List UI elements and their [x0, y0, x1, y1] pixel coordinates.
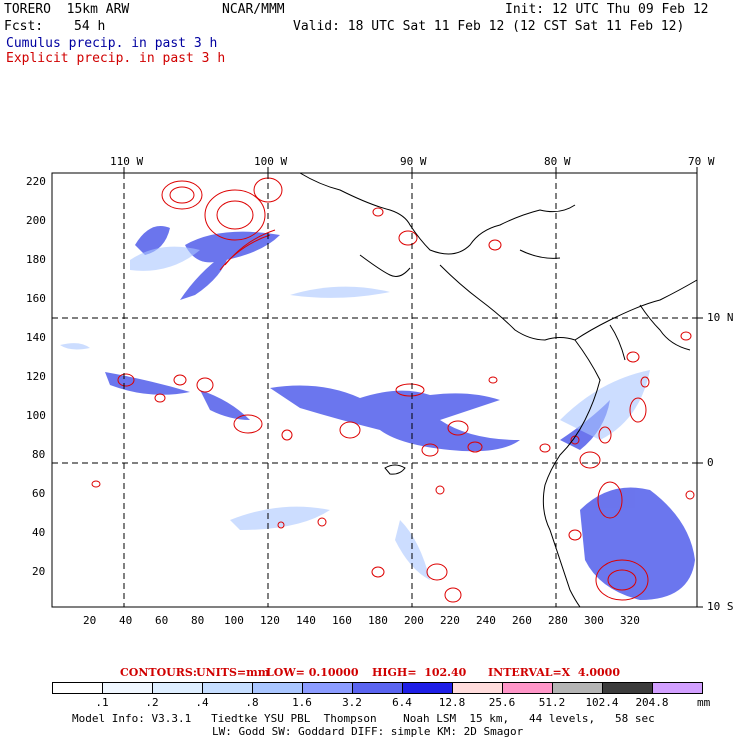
x-tick: 300	[584, 614, 604, 627]
y-tick: 40	[32, 526, 46, 539]
contours-interval: INTERVAL=X 4.0000	[488, 666, 620, 679]
colorbar-cell	[102, 682, 153, 694]
colorbar-label: 25.6	[488, 696, 516, 709]
y-tick: 160	[26, 292, 46, 305]
lat-label-10s: 10 S	[707, 600, 734, 613]
y-tick: 60	[32, 487, 46, 500]
explicit-precip-contours	[91, 177, 695, 603]
contours-label: CONTOURS:	[120, 666, 197, 679]
cumulus-precip-areas	[105, 226, 695, 600]
colorbar-label: .2	[145, 696, 159, 709]
y-tick: 120	[26, 370, 46, 383]
colorbar-cell	[552, 682, 603, 694]
colorbar-cell	[302, 682, 353, 694]
colorbar-label: 3.2	[342, 696, 362, 709]
init-time: Init: 12 UTC Thu 09 Feb 12	[505, 2, 709, 17]
x-tick: 40	[119, 614, 133, 627]
colorbar-cell	[202, 682, 253, 694]
model-info: Model Info: V3.3.1 Tiedtke YSU PBL Thomp…	[72, 712, 655, 725]
x-tick: 220	[440, 614, 460, 627]
colorbar-label: .8	[245, 696, 259, 709]
x-tick: 140	[296, 614, 316, 627]
lat-label-0: 0	[707, 456, 714, 469]
x-tick: 120	[260, 614, 280, 627]
colorbar-cell	[602, 682, 653, 694]
x-tick: 180	[368, 614, 388, 627]
cumulus-light-areas	[60, 246, 650, 580]
contours-low: LOW= 0.10000	[266, 666, 359, 679]
x-tick: 20	[83, 614, 97, 627]
x-tick: 260	[512, 614, 532, 627]
lon-label-90w: 90 W	[400, 155, 427, 168]
x-tick: 280	[548, 614, 568, 627]
physics-info: LW: Godd SW: Goddard DIFF: simple KM: 2D…	[212, 725, 524, 738]
colorbar-cell	[352, 682, 403, 694]
cumulus-legend: Cumulus precip. in past 3 h	[6, 36, 218, 51]
colorbar-label: 12.8	[438, 696, 466, 709]
y-tick: 180	[26, 253, 46, 266]
y-tick: 100	[26, 409, 46, 422]
y-tick: 80	[32, 448, 46, 461]
axis-ticks	[123, 167, 703, 608]
forecast-label: Fcst:	[4, 19, 44, 34]
y-tick: 20	[32, 565, 46, 578]
explicit-legend: Explicit precip. in past 3 h	[6, 51, 226, 66]
org-label: NCAR/MMM	[222, 2, 285, 17]
contours-units: UNITS=mm	[196, 666, 270, 679]
colorbar-cell	[652, 682, 703, 694]
x-tick: 200	[404, 614, 424, 627]
coastline	[299, 172, 698, 608]
colorbar-label: 1.6	[292, 696, 312, 709]
y-tick: 140	[26, 331, 46, 344]
contours-high: HIGH= 102.40	[372, 666, 467, 679]
lat-lon-grid	[52, 173, 697, 607]
x-tick: 80	[191, 614, 205, 627]
colorbar-label: 6.4	[392, 696, 412, 709]
colorbar-cell	[252, 682, 303, 694]
lon-label-70w: 70 W	[688, 155, 715, 168]
colorbar-cell	[52, 682, 103, 694]
forecast-hours: 54 h	[74, 19, 106, 34]
y-tick: 220	[26, 175, 46, 188]
colorbar-label: .1	[95, 696, 109, 709]
colorbar-unit: mm	[697, 696, 711, 709]
colorbar-label: 51.2	[538, 696, 566, 709]
colorbar-cell	[502, 682, 553, 694]
colorbar-cell	[402, 682, 453, 694]
x-tick: 100	[224, 614, 244, 627]
x-tick: 240	[476, 614, 496, 627]
colorbar-cell	[152, 682, 203, 694]
lon-label-110w: 110 W	[110, 155, 144, 168]
colorbar-label: 102.4	[585, 696, 619, 709]
lat-label-10n: 10 N	[707, 311, 734, 324]
lon-label-80w: 80 W	[544, 155, 571, 168]
x-tick: 320	[620, 614, 640, 627]
valid-time: Valid: 18 UTC Sat 11 Feb 12 (12 CST Sat …	[293, 19, 685, 34]
x-tick: 60	[155, 614, 169, 627]
colorbar-cell	[452, 682, 503, 694]
colorbar-label: 204.8	[635, 696, 669, 709]
x-tick: 160	[332, 614, 352, 627]
y-tick: 200	[26, 214, 46, 227]
lon-label-100w: 100 W	[254, 155, 288, 168]
model-title: TORERO 15km ARW	[4, 2, 130, 17]
colorbar-label: .4	[195, 696, 209, 709]
